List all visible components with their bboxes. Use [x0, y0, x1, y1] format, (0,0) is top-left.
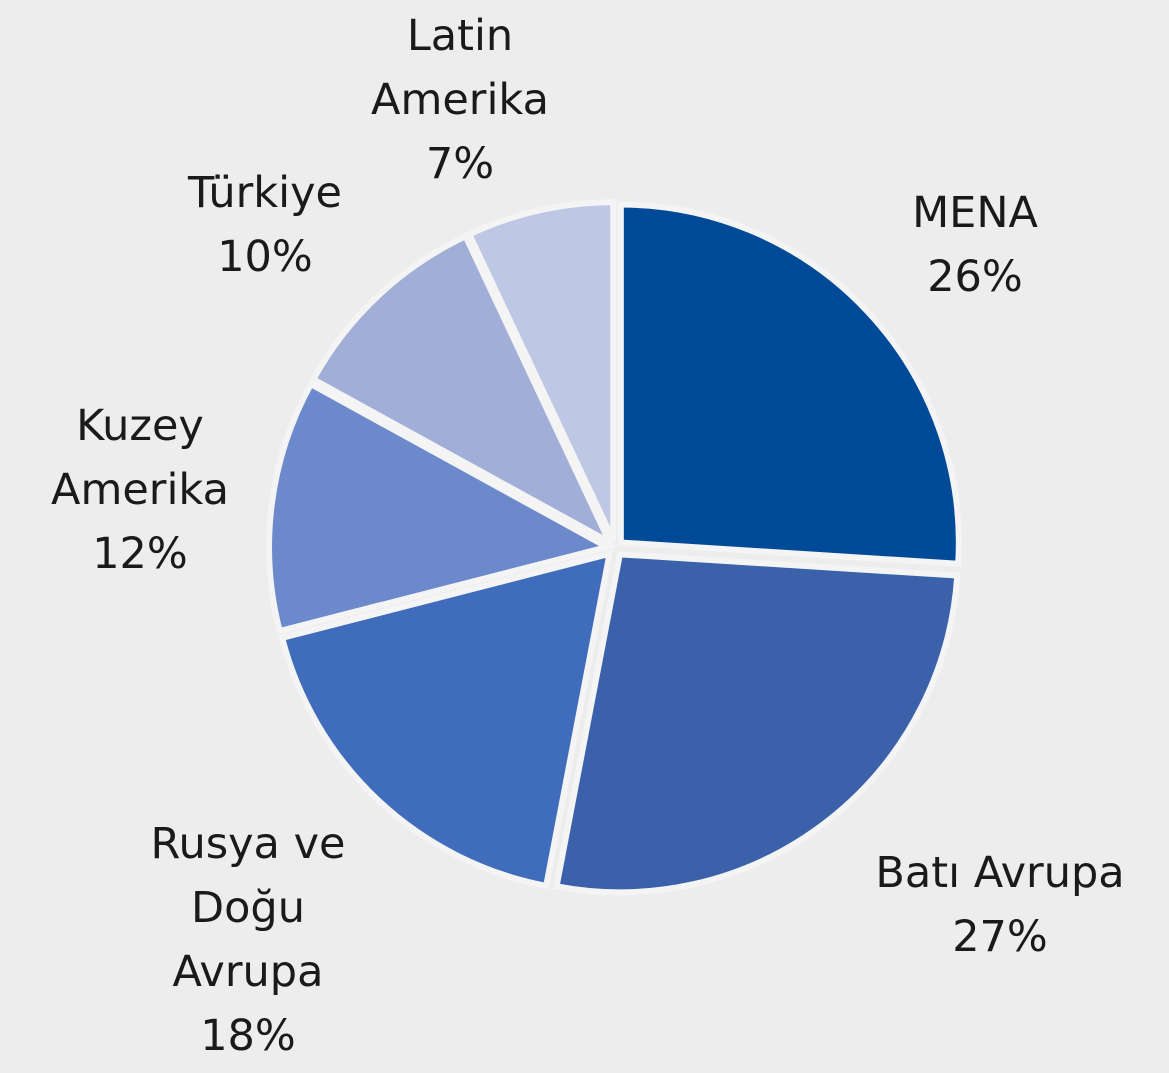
category-label: MENA	[912, 188, 1038, 238]
value-label: 26%	[927, 252, 1023, 302]
pie-slice	[266, 380, 616, 635]
category-label: Kuzey Amerika	[51, 401, 229, 515]
category-label: Türkiye	[187, 168, 343, 218]
pie-slice	[553, 551, 961, 896]
category-label: Rusya ve Doğu Avrupa	[150, 819, 346, 997]
slice-label: Batı Avrupa 27%	[830, 841, 1169, 969]
category-label: Batı Avrupa	[875, 848, 1125, 898]
slice-label: Latin Amerika 7%	[340, 4, 580, 196]
value-label: 18%	[200, 1011, 296, 1061]
category-label: Latin Amerika	[371, 11, 549, 125]
slice-label: Türkiye 10%	[145, 161, 385, 289]
slice-label: MENA 26%	[845, 181, 1105, 309]
value-label: 27%	[952, 912, 1048, 962]
pie-slice	[617, 201, 962, 567]
value-label: 7%	[425, 139, 495, 189]
value-label: 10%	[217, 232, 313, 282]
pie-slice	[465, 199, 617, 542]
value-label: 12%	[92, 529, 188, 579]
slice-label: Kuzey Amerika 12%	[10, 394, 270, 586]
pie-slice	[278, 549, 614, 890]
pie-slice	[309, 232, 617, 550]
slice-label: Rusya ve Doğu Avrupa 18%	[128, 812, 368, 1068]
